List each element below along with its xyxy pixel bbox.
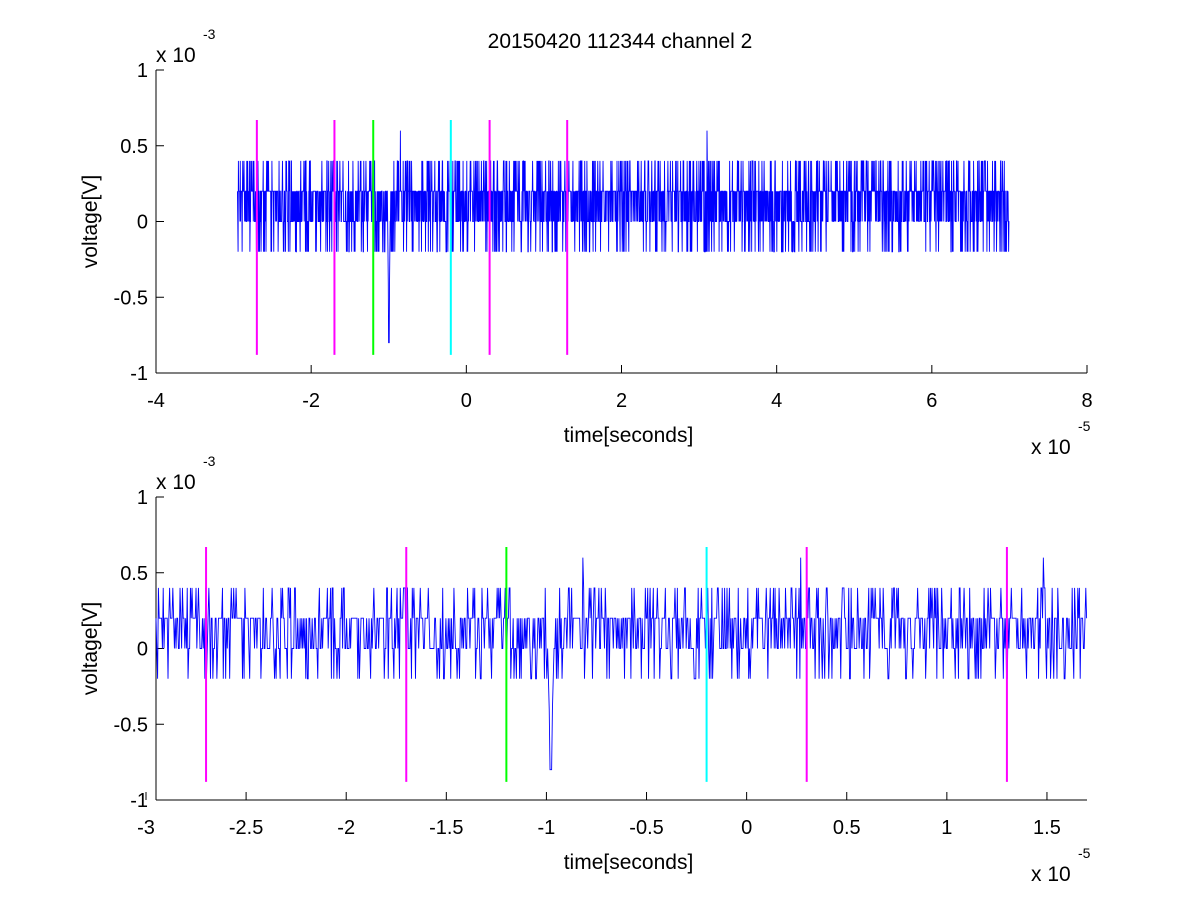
bottom-plot-axes: 1 0.5 0 -0.5 -1 -3 -2.5 -2 -1.5 -1 -0.5 0 0.5 1 1.5 tim…	[79, 453, 1091, 886]
bottom-y-axis-label: voltage[V]	[79, 602, 102, 695]
bottom-x-axis-label: time[seconds]	[564, 851, 694, 874]
top-y-exponent-label: x 10	[156, 44, 196, 67]
bottom-x-tick-label: -2	[337, 817, 355, 839]
bottom-y-tick-label: -1	[130, 790, 148, 812]
bottom-x-tick-label: 1.5	[1033, 817, 1061, 839]
bottom-x-tick-label: 1	[941, 817, 952, 839]
bottom-y-tick-label: 0	[137, 639, 148, 661]
top-y-axis-label: voltage[V]	[79, 175, 102, 268]
top-voltage-trace	[237, 130, 1010, 344]
top-y-tick-label: 0	[137, 212, 148, 234]
top-y-tick-label: -0.5	[114, 287, 148, 309]
bottom-y-tick-label: 1	[137, 487, 148, 509]
top-x-tick-label: 6	[926, 390, 937, 412]
bottom-y-exponent-label: x 10	[156, 471, 196, 494]
bottom-x-exponent-power: -5	[1078, 845, 1091, 861]
top-x-tick-label: 4	[771, 390, 782, 412]
top-x-tick-label: 0	[461, 390, 472, 412]
top-x-tick-label: -2	[302, 390, 320, 412]
bottom-y-tick-label: 0.5	[120, 563, 148, 585]
top-x-axis-label: time[seconds]	[564, 424, 694, 447]
bottom-y-tick-label: -0.5	[114, 714, 148, 736]
top-y-tick-label: 0.5	[120, 136, 148, 158]
figure-title: 20150420 112344 channel 2	[488, 30, 753, 53]
bottom-x-tick-label: -1.5	[429, 817, 463, 839]
bottom-x-tick-label: 0	[741, 817, 752, 839]
bottom-x-tick-label: 0.5	[833, 817, 861, 839]
bottom-x-tick-label: -3	[137, 817, 155, 839]
bottom-voltage-trace	[155, 557, 1088, 771]
bottom-x-tick-label: -1	[538, 817, 556, 839]
bottom-x-exponent-label: x 10	[1031, 863, 1071, 886]
bottom-y-exponent-power: -3	[203, 453, 216, 469]
top-x-tick-label: 8	[1081, 390, 1092, 412]
top-plot-axes: 1 0.5 0 -0.5 -1 -4 -2 0 2 4 6 8 time[seconds] voltage…	[79, 26, 1093, 459]
bottom-x-tick-label: -2.5	[229, 817, 263, 839]
top-x-exponent-label: x 10	[1031, 436, 1071, 459]
top-x-exponent-power: -5	[1078, 418, 1091, 434]
top-y-exponent-power: -3	[203, 26, 216, 42]
top-x-tick-label: -4	[147, 390, 165, 412]
bottom-x-tick-label: -0.5	[629, 817, 663, 839]
top-x-tick-label: 2	[616, 390, 627, 412]
top-y-tick-label: 1	[137, 60, 148, 82]
top-y-tick-label: -1	[130, 363, 148, 385]
